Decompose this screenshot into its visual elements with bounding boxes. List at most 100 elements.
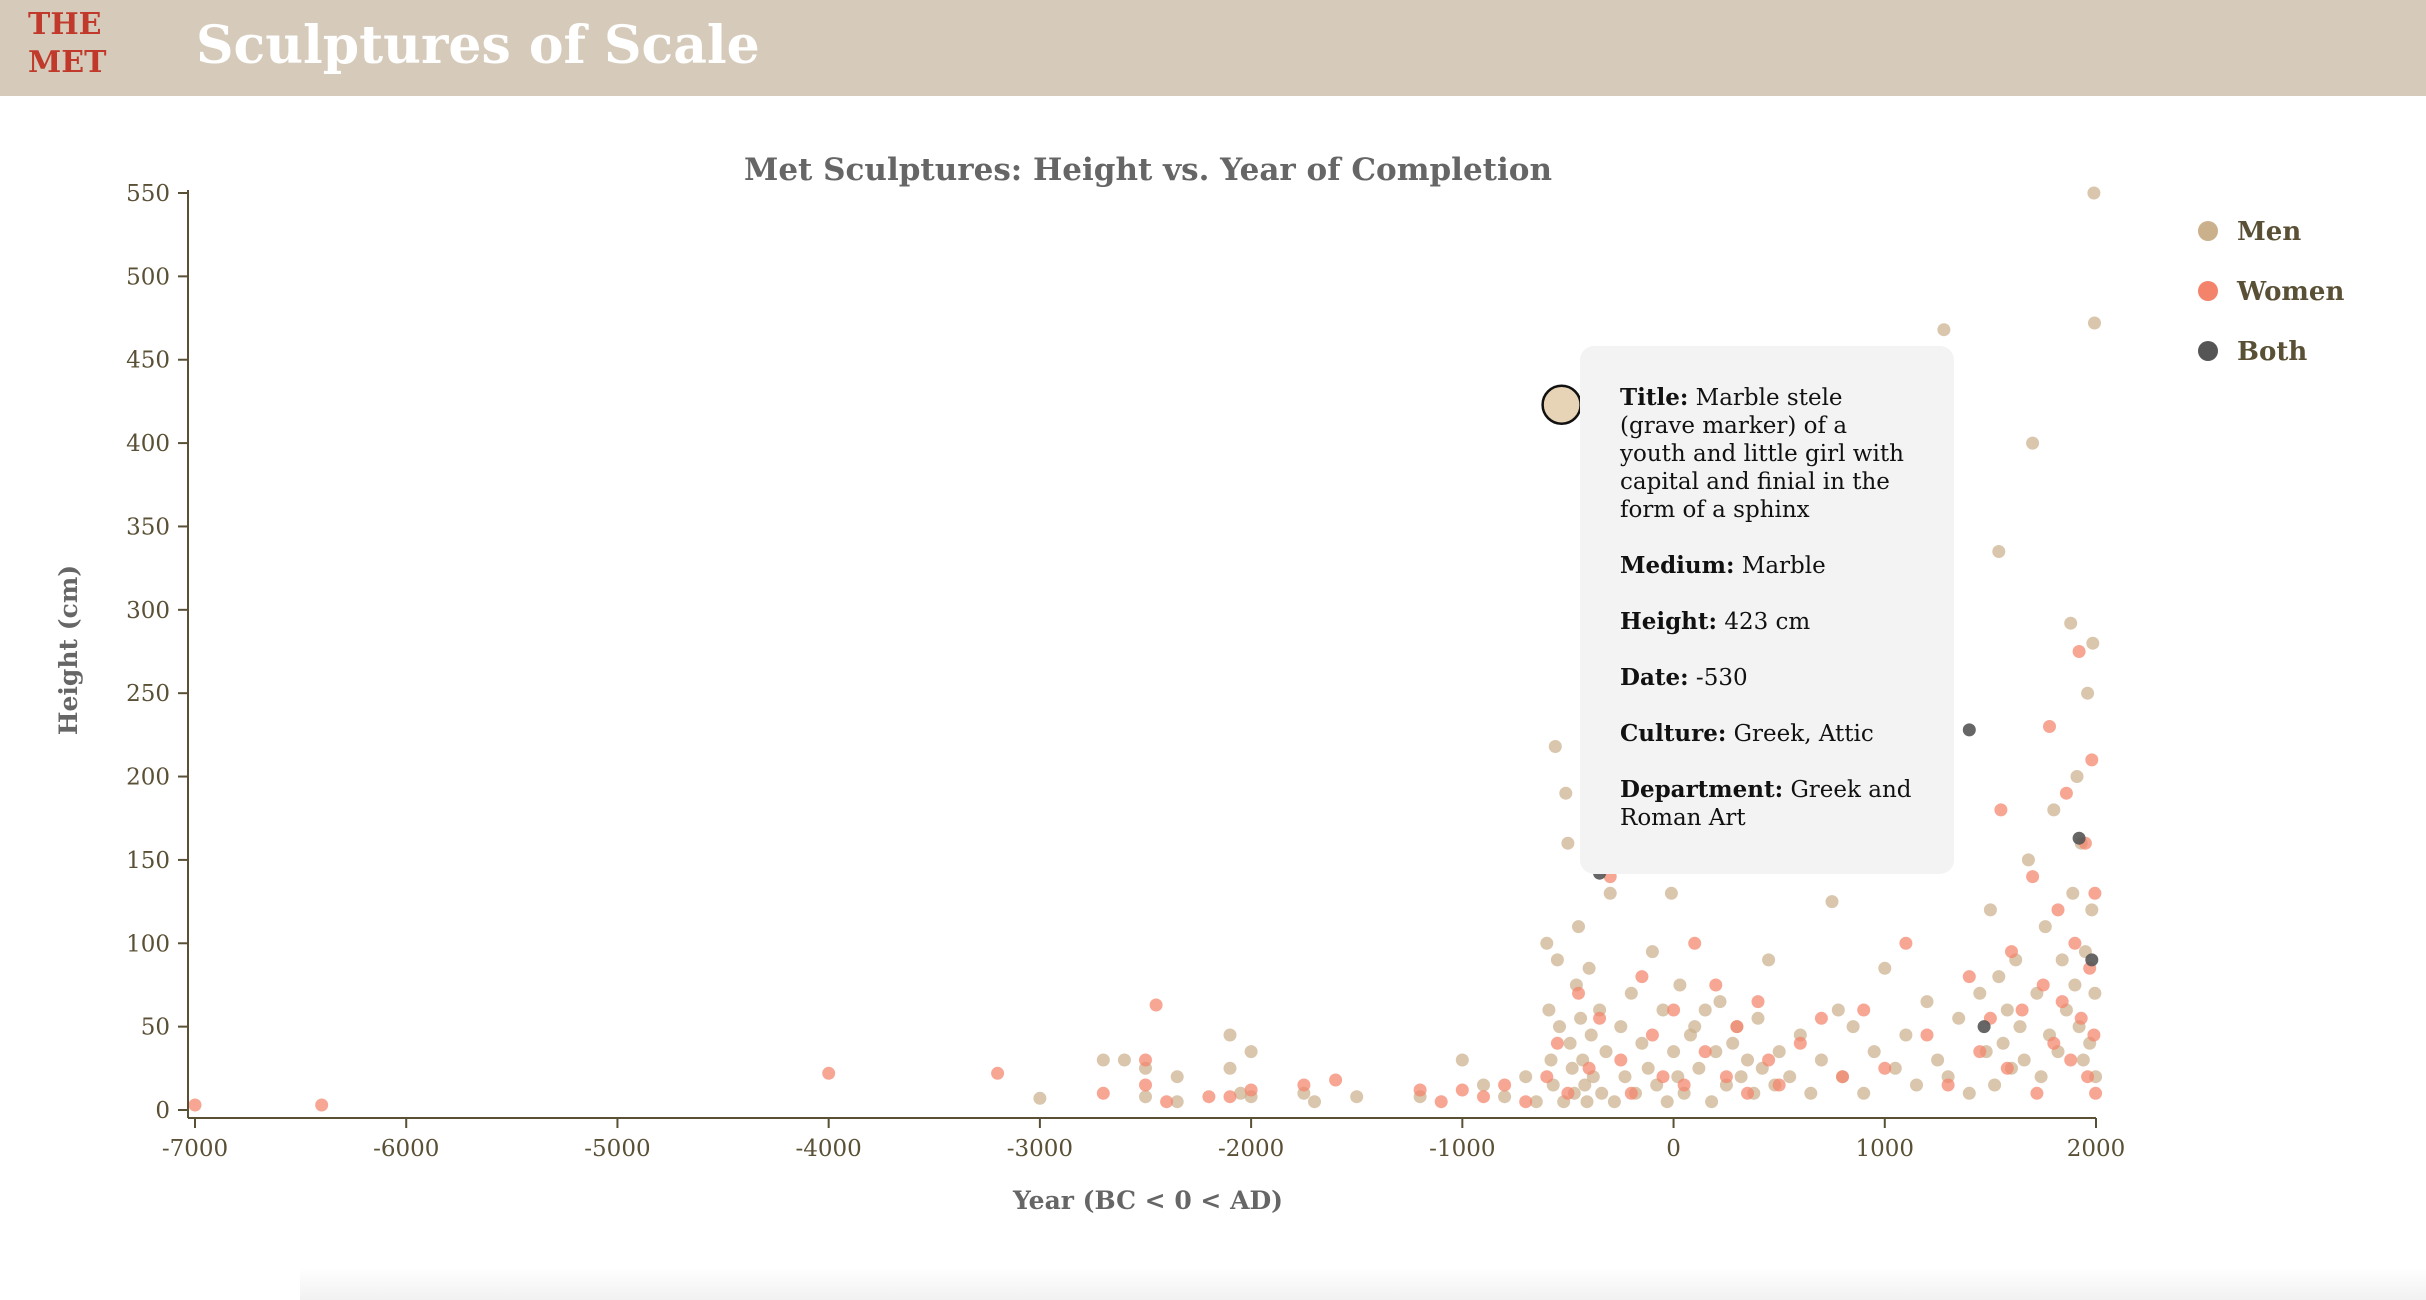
data-point-men[interactable] <box>1578 1078 1592 1092</box>
data-point-men[interactable] <box>2000 1003 2014 1017</box>
data-point-women[interactable] <box>1857 1003 1871 1017</box>
data-point-women[interactable] <box>1878 1061 1892 1075</box>
data-point-men[interactable] <box>1831 1003 1845 1017</box>
data-point-men[interactable] <box>2081 686 2095 700</box>
data-point-men[interactable] <box>1603 886 1617 900</box>
data-point-men[interactable] <box>1664 886 1678 900</box>
data-point-women[interactable] <box>2068 936 2082 950</box>
data-point-women[interactable] <box>1434 1095 1448 1109</box>
data-point-men[interactable] <box>1804 1086 1818 1100</box>
data-point-men[interactable] <box>1660 1095 1674 1109</box>
data-point-men[interactable] <box>1667 1045 1681 1059</box>
data-point-men[interactable] <box>2034 1070 2048 1084</box>
data-point-men[interactable] <box>1565 1061 1579 1075</box>
data-point-women[interactable] <box>1741 1086 1754 1100</box>
data-point-men[interactable] <box>1234 1086 1248 1100</box>
data-point-men[interactable] <box>1519 1070 1533 1084</box>
data-point-women[interactable] <box>1709 978 1723 992</box>
data-point-women[interactable] <box>1297 1078 1311 1092</box>
data-point-women[interactable] <box>1688 936 1702 950</box>
data-point-men[interactable] <box>2017 1053 2031 1067</box>
data-point-men[interactable] <box>2021 853 2035 867</box>
data-point-men[interactable] <box>1734 1070 1748 1084</box>
data-point-men[interactable] <box>2086 636 2100 650</box>
data-point-men[interactable] <box>1582 961 1596 975</box>
data-point-women[interactable] <box>1455 1083 1469 1097</box>
data-point-men[interactable] <box>1614 1020 1628 1034</box>
data-point-men[interactable] <box>1962 1086 1976 1100</box>
data-point-men[interactable] <box>1983 903 1997 917</box>
data-point-men[interactable] <box>1713 995 1727 1009</box>
data-point-men[interactable] <box>1888 1061 1902 1075</box>
data-point-men[interactable] <box>1563 1036 1577 1050</box>
data-point-men[interactable] <box>1688 1020 1702 1034</box>
data-point-women[interactable] <box>1656 1070 1670 1084</box>
data-point-men[interactable] <box>2047 803 2061 817</box>
data-point-men[interactable] <box>1529 1095 1543 1109</box>
data-point-men[interactable] <box>1772 1045 1786 1059</box>
data-point-men[interactable] <box>1455 1053 1469 1067</box>
data-point-men[interactable] <box>1878 961 1892 975</box>
data-point-women[interactable] <box>1593 1011 1607 1025</box>
data-point-men[interactable] <box>1223 1061 1237 1075</box>
data-point-men[interactable] <box>1645 945 1659 959</box>
data-point-men[interactable] <box>1973 986 1987 1000</box>
data-point-men[interactable] <box>1553 1020 1566 1034</box>
data-point-men[interactable] <box>1952 1011 1966 1025</box>
data-point-women[interactable] <box>2005 945 2018 959</box>
data-point-women[interactable] <box>2072 645 2086 658</box>
data-point-men[interactable] <box>1624 986 1638 1000</box>
data-point-men[interactable] <box>1498 1090 1512 1104</box>
data-point-women[interactable] <box>2026 870 2040 884</box>
data-point-men[interactable] <box>1170 1070 1184 1084</box>
met-logo[interactable]: THE MET <box>28 6 106 82</box>
data-point-women[interactable] <box>2000 1061 2014 1075</box>
data-point-men[interactable] <box>1857 1086 1871 1100</box>
data-point-men[interactable] <box>1698 1003 1712 1017</box>
data-point-men[interactable] <box>1540 936 1554 950</box>
data-point-men[interactable] <box>1825 895 1839 909</box>
data-point-women[interactable] <box>1719 1070 1733 1084</box>
data-point-women[interactable] <box>1498 1078 1512 1092</box>
data-point-women[interactable] <box>1698 1045 1712 1059</box>
data-point-men[interactable] <box>2013 1020 2027 1034</box>
data-point-men[interactable] <box>1607 1095 1621 1109</box>
data-point-men[interactable] <box>1033 1091 1047 1105</box>
data-point-women[interactable] <box>1550 1036 1564 1050</box>
data-point-men[interactable] <box>1726 1036 1740 1050</box>
data-point-men[interactable] <box>1548 740 1562 753</box>
data-point-women[interactable] <box>1329 1073 1343 1087</box>
data-point-men[interactable] <box>2026 436 2040 450</box>
data-point-women[interactable] <box>2064 1053 2078 1067</box>
data-point-men[interactable] <box>1783 1070 1797 1084</box>
data-point-men[interactable] <box>1988 1078 2002 1092</box>
data-point-men[interactable] <box>1595 1086 1609 1100</box>
legend-label-men[interactable]: Men <box>2237 217 2301 247</box>
data-point-men[interactable] <box>1673 978 1687 992</box>
data-point-women[interactable] <box>315 1098 329 1112</box>
data-point-women[interactable] <box>1645 1028 1659 1042</box>
data-point-women[interactable] <box>1635 970 1649 984</box>
data-point-women[interactable] <box>2043 720 2056 733</box>
data-point-women[interactable] <box>1096 1086 1110 1100</box>
data-point-men[interactable] <box>1350 1090 1364 1104</box>
data-point-both[interactable] <box>2072 831 2086 845</box>
data-point-women[interactable] <box>1962 970 1976 984</box>
highlighted-point[interactable] <box>1541 384 1582 425</box>
data-point-women[interactable] <box>1519 1095 1533 1109</box>
data-point-men[interactable] <box>1992 970 2006 984</box>
data-point-women[interactable] <box>2087 1028 2101 1042</box>
data-point-men[interactable] <box>1550 953 1564 967</box>
data-point-women[interactable] <box>1139 1053 1152 1067</box>
data-point-women[interactable] <box>1582 1061 1596 1075</box>
data-point-men[interactable] <box>1867 1045 1881 1059</box>
data-point-men[interactable] <box>2088 316 2101 330</box>
data-point-women[interactable] <box>2055 995 2069 1009</box>
data-point-women[interactable] <box>2081 1070 2095 1084</box>
data-point-women[interactable] <box>1667 1003 1681 1017</box>
data-point-women[interactable] <box>1973 1045 1987 1059</box>
data-point-women[interactable] <box>1244 1083 1258 1097</box>
data-point-women[interactable] <box>1149 998 1163 1012</box>
data-point-women[interactable] <box>1160 1095 1174 1109</box>
data-point-women[interactable] <box>1572 986 1585 1000</box>
